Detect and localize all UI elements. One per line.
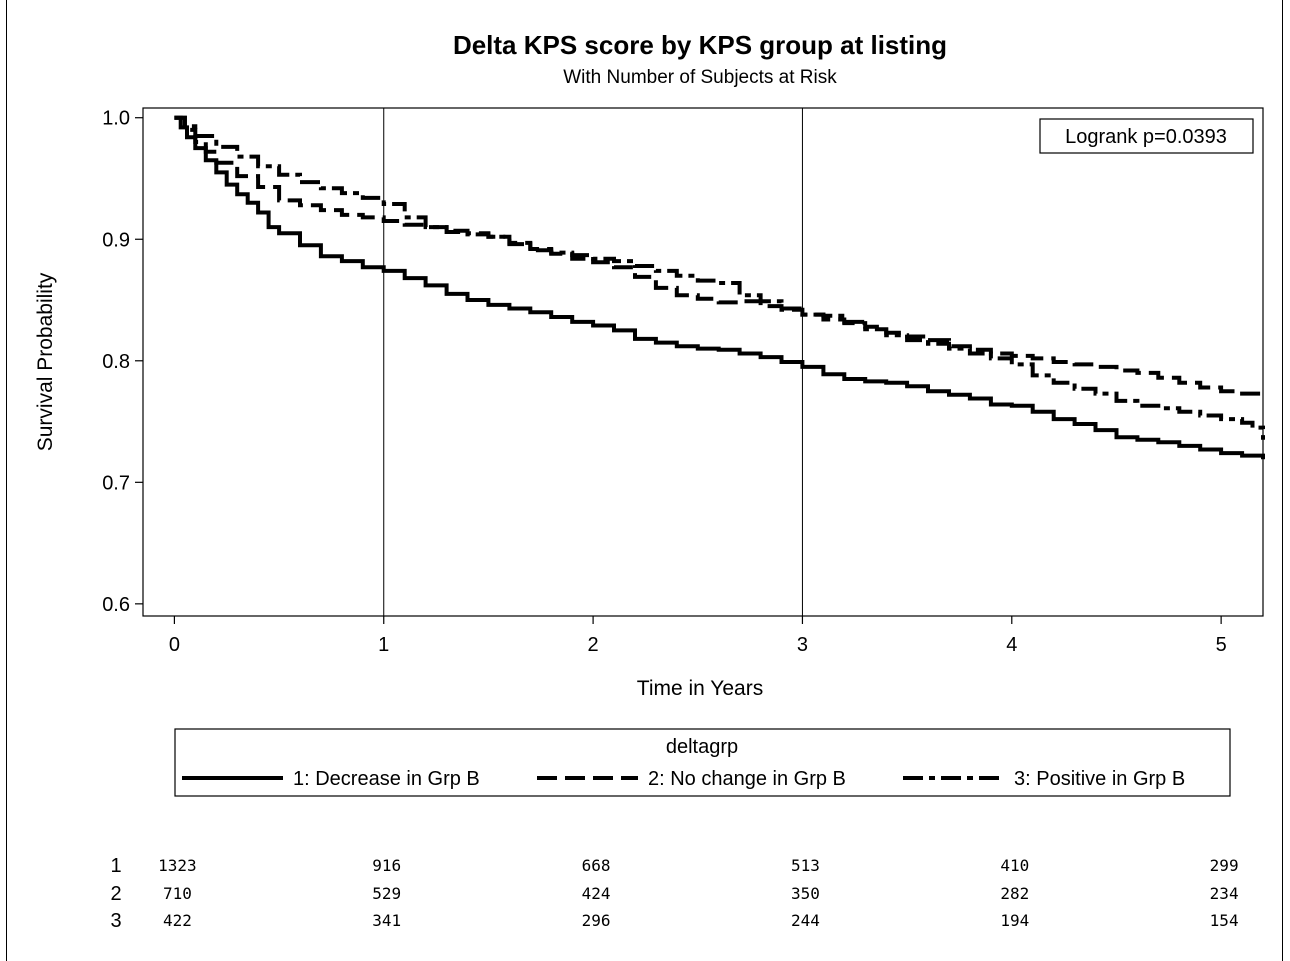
at-risk-count: 513 [791,856,820,875]
at-risk-count: 1323 [158,856,197,875]
at-risk-count: 422 [163,911,192,930]
at-risk-count: 710 [163,884,192,903]
legend-entry-2: 2: No change in Grp B [648,768,846,790]
annotation-box [1039,118,1254,154]
at-risk-count: 194 [1000,911,1029,930]
at-risk-row-label: 2 [110,883,121,905]
y-tick-label: 0.9 [102,229,130,251]
series-line-3 [174,115,1265,440]
chart-frame [6,0,1283,961]
at-risk-count: 916 [372,856,401,875]
at-risk-count: 282 [1000,884,1029,903]
x-tick-label: 1 [378,634,389,656]
at-risk-count: 234 [1210,884,1239,903]
y-tick-label: 1.0 [102,108,130,130]
x-tick-label: 0 [169,634,180,656]
at-risk-count: 299 [1210,856,1239,875]
x-tick-label: 2 [588,634,599,656]
chart-subtitle: With Number of Subjects at Risk [563,67,837,88]
plot-area [142,107,1264,617]
y-axis-label: Survival Probability [34,272,57,451]
at-risk-count: 154 [1210,911,1239,930]
y-tick-label: 0.6 [102,594,130,616]
at-risk-count: 424 [582,884,611,903]
at-risk-row-label: 3 [110,910,121,932]
legend-entry-3: 3: Positive in Grp B [1014,768,1185,790]
series-line-1 [174,115,1265,460]
at-risk-count: 410 [1000,856,1029,875]
at-risk-count: 350 [791,884,820,903]
at-risk-count: 341 [372,911,401,930]
legend: deltagrp 1: Decrease in Grp B 2: No chan… [174,728,1231,797]
at-risk-row-label: 1 [110,855,121,877]
y-tick-label: 0.7 [102,472,130,494]
series-line-2 [174,115,1263,396]
legend-title: deltagrp [666,736,738,758]
x-axis-label: Time in Years [637,677,763,700]
annotation-text: Logrank p=0.0393 [1065,126,1227,148]
x-tick-label: 3 [797,634,808,656]
x-axis: 0 1 2 3 4 5 [169,616,1227,656]
legend-entry-1: 1: Decrease in Grp B [293,768,480,790]
x-tick-label: 5 [1216,634,1227,656]
series-layer [174,115,1265,460]
at-risk-count: 244 [791,911,820,930]
logrank-annotation: Logrank p=0.0393 [1039,118,1254,154]
y-axis: 0.6 0.7 0.8 0.9 1.0 [102,108,143,616]
at-risk-table: 1 1323 916 668 513 410 299 2 710 529 424 350 282 234 3… [110,855,1238,932]
chart-title: Delta KPS score by KPS group at listing [453,30,947,60]
at-risk-count: 529 [372,884,401,903]
y-tick-label: 0.8 [102,351,130,373]
at-risk-count: 296 [582,911,611,930]
legend-box [174,728,1231,797]
x-tick-label: 4 [1006,634,1017,656]
at-risk-count: 668 [582,856,611,875]
